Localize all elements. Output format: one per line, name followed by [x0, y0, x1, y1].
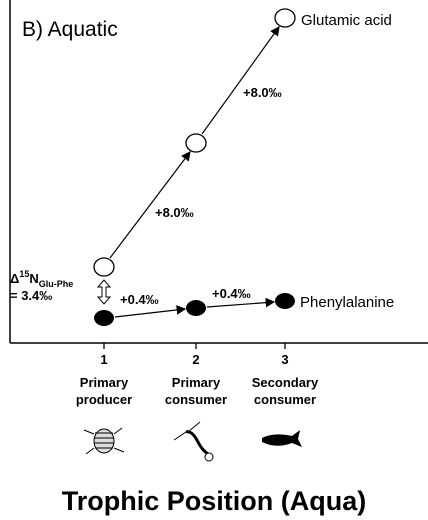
offset-arrow	[96, 279, 112, 305]
copepod-icon	[173, 421, 214, 462]
phe-nodes	[94, 293, 295, 326]
tick-label: 2	[192, 352, 199, 367]
producer-icon	[83, 427, 125, 455]
step-label: +0.4‰	[120, 292, 159, 307]
step-label: +8.0‰	[243, 85, 282, 100]
arrows	[109, 26, 280, 318]
tick-label: 1	[100, 352, 107, 367]
offset-element: N	[29, 271, 38, 286]
offset-delta: Δ	[10, 271, 19, 286]
glu-nodes	[93, 8, 296, 277]
tick-marks	[103, 343, 286, 349]
axis-title: Trophic Position (Aqua)	[62, 486, 367, 516]
category-label: Secondary	[252, 375, 319, 390]
compound-label: Glutamic acid	[301, 12, 392, 29]
tick-label: 3	[281, 352, 288, 367]
panel-label: B) Aquatic	[22, 18, 118, 41]
category-label: producer	[76, 392, 132, 407]
fish-icon	[262, 430, 302, 447]
category-label: consumer	[254, 392, 316, 407]
category-label: consumer	[165, 392, 227, 407]
offset-subscript: Glu-Phe	[39, 279, 74, 289]
category-label: Primary	[172, 375, 221, 390]
step-label: +0.4‰	[212, 286, 251, 301]
offset-label: Δ15NGlu-Phe	[10, 269, 73, 289]
compound-label: Phenylalanine	[300, 294, 394, 311]
offset-value: = 3.4‰	[10, 288, 52, 303]
category-label: Primary	[80, 375, 129, 390]
step-label: +8.0‰	[155, 205, 194, 220]
offset-isotope: 15	[19, 269, 29, 279]
